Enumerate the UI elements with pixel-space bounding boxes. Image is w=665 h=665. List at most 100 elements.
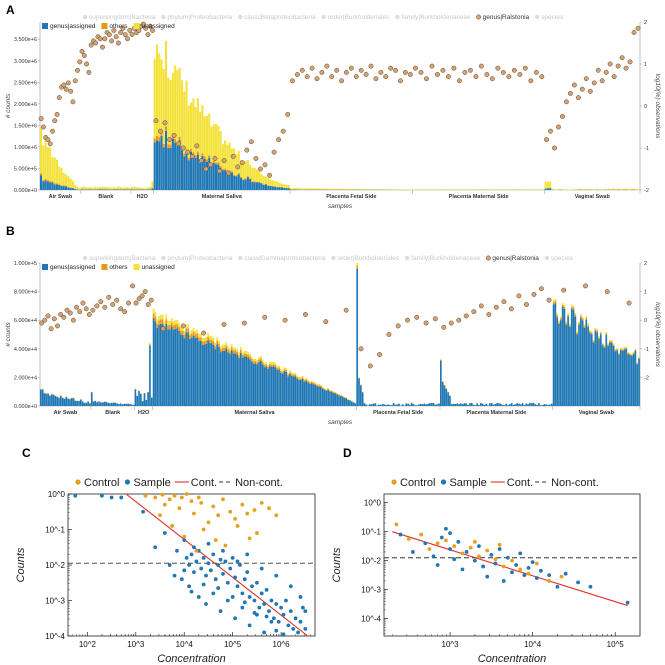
sample-point: [218, 557, 223, 562]
sample-point: [439, 535, 444, 540]
bar-unassigned: [621, 188, 624, 190]
sample-point: [189, 552, 194, 557]
bar-others: [205, 159, 208, 162]
ralstonia-point: [627, 59, 633, 65]
y2-tick-label: 1: [644, 290, 647, 296]
y-tick-label: 10^0: [364, 499, 382, 508]
bar-others: [309, 382, 311, 384]
lineage-phylum-label: phylum|Proteobacteria: [167, 14, 232, 21]
bar-genus-assigned: [441, 381, 444, 406]
bar-genus-assigned: [207, 340, 209, 406]
lineage-genus-label: genus|Ralstonia: [492, 255, 539, 262]
bar-unassigned: [324, 188, 327, 190]
bar-unassigned: [270, 362, 273, 365]
bar-genus-assigned: [605, 334, 608, 406]
bar-genus-assigned: [521, 403, 524, 406]
bar-others: [561, 304, 564, 308]
ralstonia-point: [463, 313, 469, 319]
bar-others: [563, 306, 566, 309]
bar-others: [254, 361, 257, 364]
bar-genus-assigned: [503, 405, 506, 406]
ralstonia-point: [440, 67, 446, 73]
bar-unassigned: [628, 189, 631, 190]
legend-sample-marker: [440, 479, 447, 485]
bar-unassigned: [80, 186, 83, 190]
bar-unassigned: [635, 189, 638, 190]
bar-others: [158, 137, 161, 142]
ralstonia-point: [285, 111, 291, 117]
sample-point: [240, 591, 245, 596]
ralstonia-point: [129, 32, 135, 38]
lineage-order-label: order|Burkholderiales: [328, 14, 390, 21]
bar-genus-assigned: [487, 405, 489, 406]
bar-others: [267, 366, 269, 370]
ralstonia-point: [626, 300, 632, 306]
sample-point: [192, 570, 196, 574]
control-point: [460, 551, 465, 556]
bar-genus-assigned: [501, 404, 504, 406]
ralstonia-point: [125, 36, 130, 42]
bar-others: [230, 347, 233, 351]
bar-genus-assigned: [445, 388, 448, 406]
lineage-order-label: order|Burkholderiales: [337, 255, 399, 262]
bar-genus-assigned: [83, 189, 86, 190]
bar-unassigned: [560, 316, 562, 319]
bar-unassigned: [278, 365, 280, 368]
bar-genus-assigned: [298, 379, 300, 406]
bar-genus-assigned: [385, 404, 388, 406]
bar-genus-assigned: [81, 401, 84, 406]
ralstonia-point: [334, 67, 340, 73]
control-point: [493, 557, 498, 562]
sample-point: [238, 563, 242, 567]
bar-genus-assigned: [269, 366, 271, 406]
bar-unassigned: [552, 300, 555, 303]
bar-others: [190, 149, 193, 152]
bar-genus-assigned: [365, 404, 368, 406]
bar-unassigned: [554, 298, 557, 302]
sample-point: [208, 568, 213, 573]
group-label: Blank: [98, 194, 114, 200]
bar-unassigned: [638, 356, 640, 358]
bar-unassigned: [558, 189, 561, 190]
ralstonia-point: [171, 132, 177, 138]
sample-point: [485, 574, 490, 579]
legend-sample-label: Sample: [133, 477, 170, 489]
bar-others: [243, 353, 246, 357]
bar-unassigned: [608, 188, 611, 190]
bar-genus-assigned: [392, 402, 395, 406]
bar-unassigned: [290, 372, 293, 375]
bar-genus-assigned: [630, 355, 633, 406]
bar-others: [174, 324, 177, 329]
bar-genus-assigned: [560, 320, 562, 406]
bar-genus-assigned: [250, 361, 253, 406]
legend-control-label: Control: [400, 477, 435, 489]
ralstonia-point: [414, 314, 420, 320]
bar-genus-assigned: [76, 189, 79, 190]
bar-unassigned: [358, 188, 361, 190]
bar-unassigned: [219, 131, 222, 166]
bar-genus-assigned: [321, 388, 324, 406]
bar-unassigned: [560, 189, 563, 190]
sample-point: [281, 632, 286, 637]
bar-others: [232, 350, 235, 354]
bar-unassigned: [308, 188, 311, 190]
x-tick-label: 10^3: [127, 640, 145, 649]
bar-others: [172, 325, 175, 330]
bar-unassigned: [244, 161, 247, 179]
bar-unassigned: [374, 189, 377, 190]
bar-others: [192, 331, 195, 336]
bar-genus-assigned: [90, 392, 93, 406]
bar-others: [207, 336, 209, 341]
sample-point: [153, 545, 158, 550]
legend-sample-marker: [124, 479, 131, 485]
bar-unassigned: [510, 189, 513, 190]
ralstonia-point: [552, 145, 557, 151]
bar-genus-assigned: [230, 172, 233, 190]
ralstonia-point: [217, 168, 222, 174]
bar-genus-assigned: [241, 357, 244, 406]
ralstonia-point: [591, 80, 597, 86]
ralstonia-point: [575, 95, 581, 101]
bar-genus-assigned: [623, 349, 626, 406]
bar-genus-assigned: [247, 357, 249, 406]
bar-others: [253, 181, 256, 183]
